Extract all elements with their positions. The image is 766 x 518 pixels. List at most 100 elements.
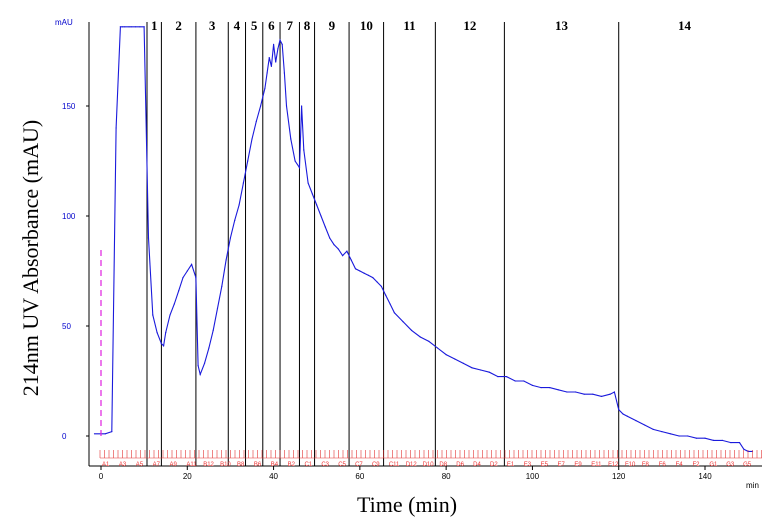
data-point [264, 87, 266, 89]
data-point [203, 362, 206, 364]
data-point [411, 329, 413, 331]
fraction-label: 4 [234, 18, 241, 33]
data-point [346, 250, 348, 252]
data-point [380, 285, 383, 287]
data-point [367, 274, 370, 276]
data-point [454, 358, 456, 360]
fraction-label: 9 [329, 18, 336, 33]
x-axis-label: Time (min) [357, 492, 457, 517]
data-point [156, 332, 158, 334]
data-point [337, 248, 339, 250]
data-point [221, 285, 223, 287]
data-point [139, 26, 141, 28]
tube-label: F8 [642, 462, 650, 468]
data-point [186, 270, 188, 272]
data-point [255, 120, 257, 122]
data-point [514, 380, 516, 382]
x-tick-label: 80 [442, 472, 451, 481]
tube-label: F10 [625, 462, 636, 468]
tube-label: D10 [423, 462, 435, 468]
data-point [173, 303, 175, 305]
tube-label: E9 [574, 462, 582, 468]
data-point [428, 340, 430, 342]
data-point [268, 57, 270, 59]
data-point [713, 439, 715, 441]
y-tick-label: 150 [62, 102, 76, 111]
data-point [333, 244, 335, 246]
tube-label: E7 [558, 462, 566, 468]
data-point [687, 435, 689, 437]
data-point [566, 391, 568, 393]
data-point [152, 314, 154, 316]
data-point [285, 105, 288, 107]
data-point [462, 362, 464, 364]
data-point [225, 259, 227, 261]
data-point [242, 182, 244, 184]
data-point [592, 393, 594, 395]
tube-label: B2 [288, 462, 296, 468]
data-point [311, 193, 313, 195]
data-point [622, 413, 624, 415]
data-point [294, 160, 296, 162]
tube-label: A3 [119, 462, 127, 468]
tube-label: B4 [271, 462, 279, 468]
tube-label: D4 [473, 462, 481, 468]
data-point [350, 259, 352, 261]
tube-label: D12 [406, 462, 418, 468]
data-point [359, 270, 361, 272]
data-point [104, 433, 106, 435]
data-point [197, 365, 199, 367]
data-point [471, 367, 473, 369]
data-point [162, 345, 165, 347]
fraction-label: 6 [268, 18, 275, 33]
tube-label: D8 [439, 462, 447, 468]
series-line-0 [94, 26, 753, 452]
data-point [329, 237, 331, 239]
data-point [279, 39, 281, 41]
tube-label: C11 [389, 462, 400, 468]
data-point [212, 329, 214, 331]
data-point [385, 294, 387, 296]
data-point [704, 437, 706, 439]
data-point [419, 336, 421, 338]
data-point [342, 255, 344, 257]
data-point [505, 376, 508, 378]
data-point [626, 415, 628, 417]
x-tick-label: 40 [269, 472, 278, 481]
data-point [618, 409, 620, 411]
fraction-label: 1 [151, 18, 158, 33]
data-point [738, 442, 741, 444]
data-point [644, 424, 646, 426]
tube-label: C1 [304, 462, 312, 468]
data-point [652, 428, 654, 430]
data-point [266, 72, 268, 74]
tube-label: D6 [456, 462, 464, 468]
data-point [303, 149, 305, 151]
data-point [574, 391, 577, 393]
tube-label: A1 [102, 462, 110, 468]
x-tick-label: 20 [183, 472, 192, 481]
x-unit-label: min [746, 481, 759, 490]
data-point [661, 431, 663, 433]
data-point [488, 371, 490, 373]
y-tick-label: 50 [62, 322, 71, 331]
data-point [324, 226, 326, 228]
tube-markers: A1 A3 A5 A7 A9 A11 B12 B10 B8 B6 B4 B2 C1 C3 C5 C7 C9 C11… [99, 450, 762, 468]
data-point [613, 391, 616, 393]
tube-label: E1 [507, 462, 515, 468]
data-point [609, 393, 611, 395]
data-point [376, 281, 378, 283]
data-point [270, 65, 273, 67]
x-tick-label: 120 [612, 472, 626, 481]
data-point [165, 332, 167, 334]
fraction-label: 11 [403, 18, 415, 33]
tube-label: E3 [524, 462, 532, 468]
data-point [583, 393, 585, 395]
data-point [320, 215, 322, 217]
data-point [290, 138, 292, 140]
data-point [229, 237, 232, 239]
data-point [119, 26, 122, 28]
data-point [480, 369, 482, 371]
